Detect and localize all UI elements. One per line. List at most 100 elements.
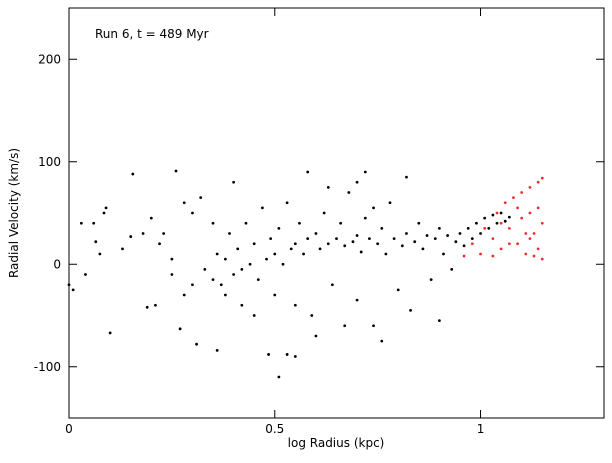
point (392, 237, 396, 241)
point (302, 252, 305, 256)
point (524, 232, 528, 235)
point (267, 353, 270, 356)
point (102, 211, 106, 215)
point (248, 262, 252, 266)
point (499, 211, 503, 215)
point (499, 247, 503, 251)
point (470, 237, 474, 241)
point (495, 211, 499, 215)
point (400, 244, 404, 248)
point (265, 257, 268, 261)
point (67, 283, 71, 287)
point (121, 247, 124, 251)
point (454, 240, 458, 244)
point (536, 247, 540, 251)
point (285, 353, 289, 356)
point (540, 257, 544, 261)
y-tick-label: -100 (34, 360, 61, 374)
point (516, 242, 519, 246)
point (170, 257, 174, 261)
point (326, 242, 330, 246)
point (466, 226, 470, 230)
point (162, 232, 166, 235)
y-tick-label: 200 (38, 52, 61, 66)
point (108, 331, 112, 335)
point (232, 273, 236, 276)
point (405, 175, 408, 179)
point (71, 288, 75, 292)
point (442, 252, 445, 256)
point (483, 216, 487, 220)
point (479, 232, 482, 235)
x-tick-label: 0 (65, 422, 73, 436)
point (129, 235, 133, 238)
point (310, 314, 314, 317)
point (285, 201, 289, 205)
point (170, 273, 174, 276)
point (355, 234, 359, 237)
point (244, 221, 248, 225)
point (347, 191, 351, 194)
point (437, 226, 441, 230)
point (528, 185, 532, 189)
point (277, 375, 281, 379)
point (269, 237, 273, 241)
point (273, 252, 277, 256)
point (215, 252, 219, 256)
point (289, 247, 293, 251)
point (104, 206, 108, 210)
point (520, 191, 524, 194)
point (339, 221, 343, 225)
point (322, 211, 326, 215)
point (343, 324, 347, 328)
point (195, 342, 198, 346)
point (507, 226, 511, 230)
point (540, 176, 544, 180)
point (528, 237, 532, 241)
point (256, 278, 260, 282)
point (293, 242, 297, 246)
point (228, 232, 231, 235)
x-axis-label: log Radius (kpc) (288, 436, 385, 450)
point (520, 216, 524, 220)
point (277, 226, 281, 230)
point (252, 242, 256, 246)
point (158, 242, 161, 246)
point (306, 237, 310, 241)
point (359, 250, 363, 254)
point (182, 201, 186, 205)
point (507, 215, 511, 219)
point (491, 213, 495, 217)
point (298, 221, 301, 225)
point (425, 234, 429, 237)
point (450, 267, 454, 271)
point (524, 252, 528, 256)
point (145, 305, 149, 309)
point (491, 237, 495, 241)
point (343, 244, 347, 248)
point (94, 240, 98, 244)
point (462, 244, 466, 248)
point (223, 257, 227, 261)
point (232, 180, 236, 184)
point (462, 254, 466, 258)
point (479, 252, 482, 256)
point (293, 355, 297, 358)
x-tick-label: 1 (477, 422, 485, 436)
point (372, 324, 375, 328)
point (491, 254, 495, 258)
plot-frame (68, 7, 605, 419)
point (306, 170, 310, 174)
point (223, 293, 227, 297)
point (174, 169, 178, 173)
point (273, 293, 277, 297)
point (380, 339, 384, 343)
point (388, 201, 392, 205)
point (409, 308, 412, 312)
point (421, 247, 425, 251)
point (405, 232, 408, 235)
point (433, 237, 437, 241)
point (458, 232, 462, 235)
point (281, 262, 285, 266)
point (79, 221, 83, 225)
